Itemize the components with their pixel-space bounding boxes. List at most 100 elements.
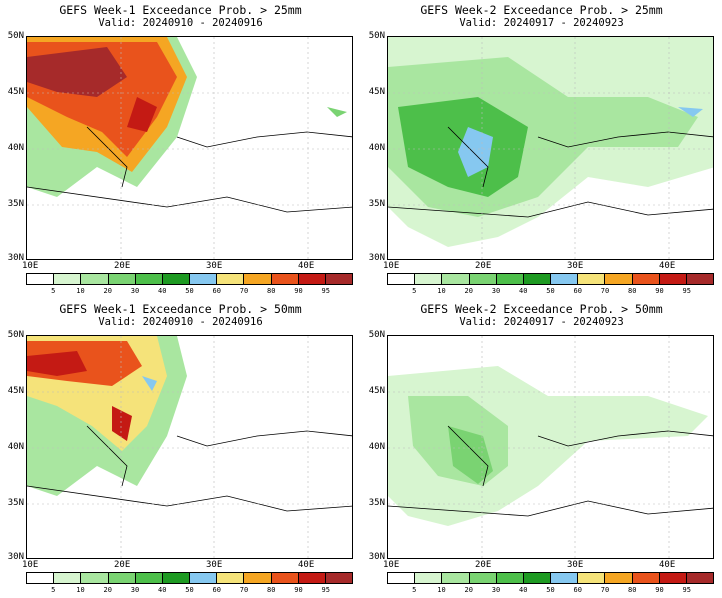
lat-label: 40N xyxy=(368,442,385,452)
colorbar-label: 95 xyxy=(682,287,691,295)
lat-label: 35N xyxy=(368,199,385,209)
lon-label: 40E xyxy=(298,261,315,271)
panel-week2-25mm: GEFS Week-2 Exceedance Prob. > 25mm Vali… xyxy=(361,0,722,299)
colorbar-swatch xyxy=(605,573,633,583)
lon-label: 10E xyxy=(22,560,39,570)
colorbar-label: 70 xyxy=(600,287,610,295)
colorbar-label: 20 xyxy=(464,287,473,295)
colorbar-swatch xyxy=(298,274,326,284)
colorbar-label: 30 xyxy=(491,287,501,295)
colorbar-label: 5 xyxy=(412,287,417,295)
colorbar-swatch xyxy=(388,573,416,583)
colorbar-label: 5 xyxy=(412,586,417,594)
lat-label: 40N xyxy=(7,442,24,452)
colorbar-label: 50 xyxy=(546,287,555,295)
colorbar-label: 60 xyxy=(212,287,221,295)
panel-valid-dates: Valid: 20240910 - 20240916 xyxy=(98,17,263,29)
colorbar-swatch xyxy=(27,274,55,284)
colorbar-label: 90 xyxy=(294,586,303,594)
lat-label: 30N xyxy=(368,253,385,263)
colorbar-swatch xyxy=(605,274,633,284)
colorbar-swatch xyxy=(298,573,326,583)
colorbar-label: 80 xyxy=(267,586,276,594)
colorbar-label: 95 xyxy=(321,586,330,594)
colorbar-label: 5 xyxy=(51,287,56,295)
lon-label: 30E xyxy=(206,560,223,570)
colorbar-label: 20 xyxy=(464,586,473,594)
lon-label: 20E xyxy=(114,261,131,271)
panel-title: GEFS Week-1 Exceedance Prob. > 50mm xyxy=(59,302,302,316)
panel-valid-dates: Valid: 20240910 - 20240916 xyxy=(98,316,263,328)
lat-label: 30N xyxy=(7,253,24,263)
colorbar-swatch xyxy=(190,573,218,583)
colorbar-label: 90 xyxy=(655,287,664,295)
colorbar-label: 80 xyxy=(628,586,637,594)
colorbar xyxy=(387,273,714,285)
colorbar-swatch xyxy=(135,274,163,284)
colorbar-swatch xyxy=(244,573,272,583)
colorbar-swatch xyxy=(578,274,606,284)
panel-valid-dates: Valid: 20240917 - 20240923 xyxy=(459,17,624,29)
colorbar xyxy=(26,273,353,285)
colorbar-label: 40 xyxy=(158,287,167,295)
colorbar xyxy=(26,572,353,584)
lat-label: 30N xyxy=(368,552,385,562)
colorbar-swatch xyxy=(217,274,245,284)
colorbar-label: 20 xyxy=(103,586,112,594)
panel-title: GEFS Week-1 Exceedance Prob. > 25mm xyxy=(59,3,302,17)
lat-label: 50N xyxy=(7,330,24,340)
colorbar-label: 30 xyxy=(130,586,140,594)
probability-map xyxy=(387,36,714,260)
panel-week1-50mm: GEFS Week-1 Exceedance Prob. > 50mm Vali… xyxy=(0,299,361,598)
colorbar-swatch xyxy=(686,274,714,284)
colorbar-label: 40 xyxy=(158,586,167,594)
lon-label: 10E xyxy=(22,261,39,271)
lat-label: 45N xyxy=(368,386,385,396)
lon-label: 20E xyxy=(475,261,492,271)
lon-label: 20E xyxy=(475,560,492,570)
colorbar-swatch xyxy=(523,274,552,284)
colorbar-swatch xyxy=(244,274,272,284)
colorbar-label: 70 xyxy=(239,586,249,594)
colorbar-swatch xyxy=(469,274,497,284)
colorbar-swatch xyxy=(162,274,191,284)
colorbar-swatch xyxy=(108,573,136,583)
colorbar-swatch xyxy=(271,573,299,583)
lat-label: 45N xyxy=(7,87,24,97)
panel-week1-25mm: GEFS Week-1 Exceedance Prob. > 25mm Vali… xyxy=(0,0,361,299)
colorbar-label: 10 xyxy=(76,586,85,594)
colorbar-swatch xyxy=(659,573,687,583)
colorbar-label: 70 xyxy=(600,586,610,594)
colorbar-label: 10 xyxy=(76,287,85,295)
colorbar-label: 95 xyxy=(321,287,330,295)
colorbar-swatch xyxy=(551,274,579,284)
lat-label: 40N xyxy=(7,143,24,153)
colorbar-label: 80 xyxy=(267,287,276,295)
colorbar-label: 90 xyxy=(655,586,664,594)
probability-map xyxy=(387,335,714,559)
colorbar-label: 40 xyxy=(519,586,528,594)
lat-label: 40N xyxy=(368,143,385,153)
panel-title: GEFS Week-2 Exceedance Prob. > 25mm xyxy=(420,3,663,17)
colorbar-swatch xyxy=(162,573,191,583)
lon-label: 30E xyxy=(567,560,584,570)
colorbar-swatch xyxy=(81,274,109,284)
colorbar xyxy=(387,572,714,584)
colorbar-label: 95 xyxy=(682,586,691,594)
colorbar-swatch xyxy=(135,573,163,583)
colorbar-swatch xyxy=(632,573,660,583)
colorbar-swatch xyxy=(54,573,82,583)
colorbar-swatch xyxy=(469,573,497,583)
colorbar-label: 50 xyxy=(185,287,194,295)
probability-map xyxy=(26,335,353,559)
colorbar-label: 60 xyxy=(573,586,582,594)
lat-label: 50N xyxy=(368,330,385,340)
lat-label: 45N xyxy=(368,87,385,97)
colorbar-swatch xyxy=(415,274,443,284)
colorbar-swatch xyxy=(442,573,470,583)
colorbar-swatch xyxy=(325,573,353,583)
colorbar-label: 40 xyxy=(519,287,528,295)
colorbar-swatch xyxy=(325,274,353,284)
colorbar-label: 80 xyxy=(628,287,637,295)
colorbar-swatch xyxy=(81,573,109,583)
